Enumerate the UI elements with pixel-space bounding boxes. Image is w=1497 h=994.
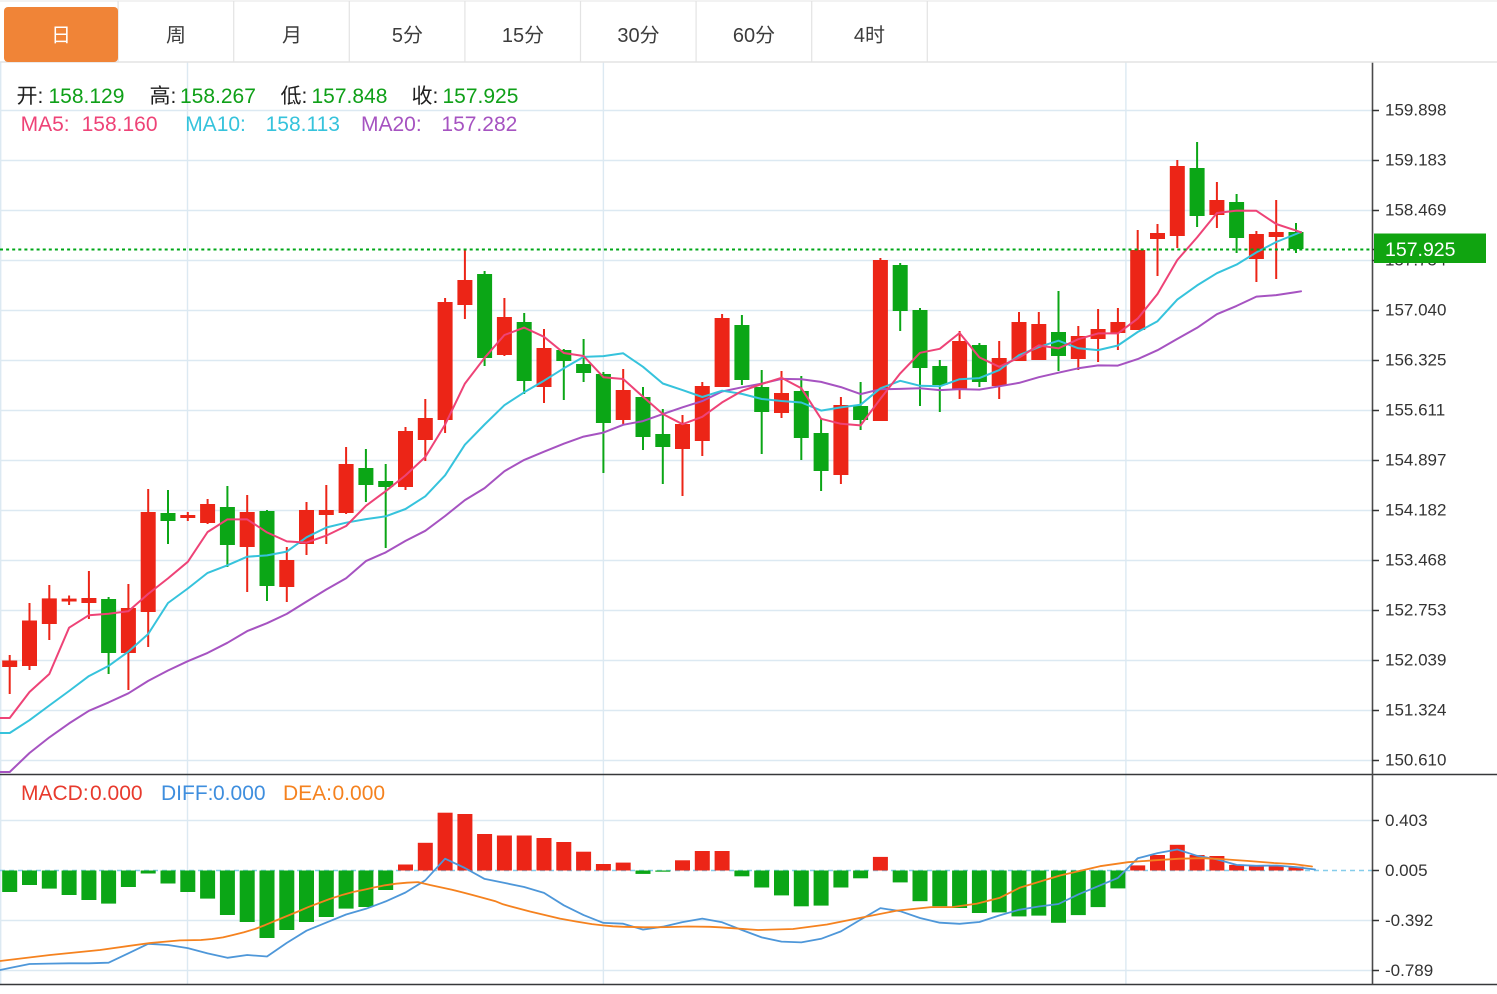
svg-text:MACD:: MACD: (21, 782, 89, 805)
svg-text:-0.392: -0.392 (1385, 911, 1433, 930)
svg-text:155.611: 155.611 (1385, 401, 1445, 420)
svg-text:15: 15 (502, 25, 524, 47)
svg-text:154.182: 154.182 (1385, 501, 1446, 520)
svg-text:4: 4 (854, 25, 865, 47)
svg-text:30: 30 (617, 25, 639, 47)
svg-text:5: 5 (392, 25, 403, 47)
svg-text:158.160: 158.160 (82, 113, 158, 136)
svg-text:150.610: 150.610 (1385, 751, 1446, 770)
svg-text:157.040: 157.040 (1385, 301, 1446, 320)
svg-text:157.925: 157.925 (1385, 239, 1456, 261)
svg-text:DIFF:: DIFF: (161, 782, 214, 805)
svg-text:151.324: 151.324 (1385, 701, 1446, 720)
svg-text:158.113: 158.113 (266, 113, 340, 136)
svg-text:0.000: 0.000 (333, 782, 386, 805)
svg-text:152.753: 152.753 (1385, 601, 1446, 620)
svg-text:0.403: 0.403 (1385, 811, 1428, 830)
svg-text:159.898: 159.898 (1385, 101, 1446, 120)
svg-text:MA10:: MA10: (185, 113, 246, 136)
svg-text::: : (171, 85, 177, 108)
svg-text:158.267: 158.267 (180, 85, 256, 108)
svg-text:159.183: 159.183 (1385, 151, 1446, 170)
svg-text:-0.789: -0.789 (1385, 961, 1433, 980)
svg-text:60: 60 (733, 25, 755, 47)
svg-text:156.325: 156.325 (1385, 351, 1446, 370)
svg-text::: : (433, 85, 439, 108)
svg-text:DEA:: DEA: (283, 782, 332, 805)
svg-text:154.897: 154.897 (1385, 451, 1446, 470)
svg-text::: : (302, 85, 308, 108)
svg-text::: : (38, 85, 44, 108)
svg-text:153.468: 153.468 (1385, 551, 1446, 570)
svg-text:157.282: 157.282 (441, 113, 517, 136)
svg-text:MA20:: MA20: (361, 113, 422, 136)
svg-text:152.039: 152.039 (1385, 651, 1446, 670)
svg-text:158.129: 158.129 (49, 85, 125, 108)
svg-text:157.925: 157.925 (443, 85, 519, 108)
svg-text:0.000: 0.000 (213, 782, 266, 805)
svg-text:0.005: 0.005 (1385, 861, 1428, 880)
svg-text:MA5:: MA5: (21, 113, 70, 136)
svg-text:158.469: 158.469 (1385, 201, 1446, 220)
svg-text:157.848: 157.848 (312, 85, 388, 108)
svg-text:0.000: 0.000 (90, 782, 143, 805)
